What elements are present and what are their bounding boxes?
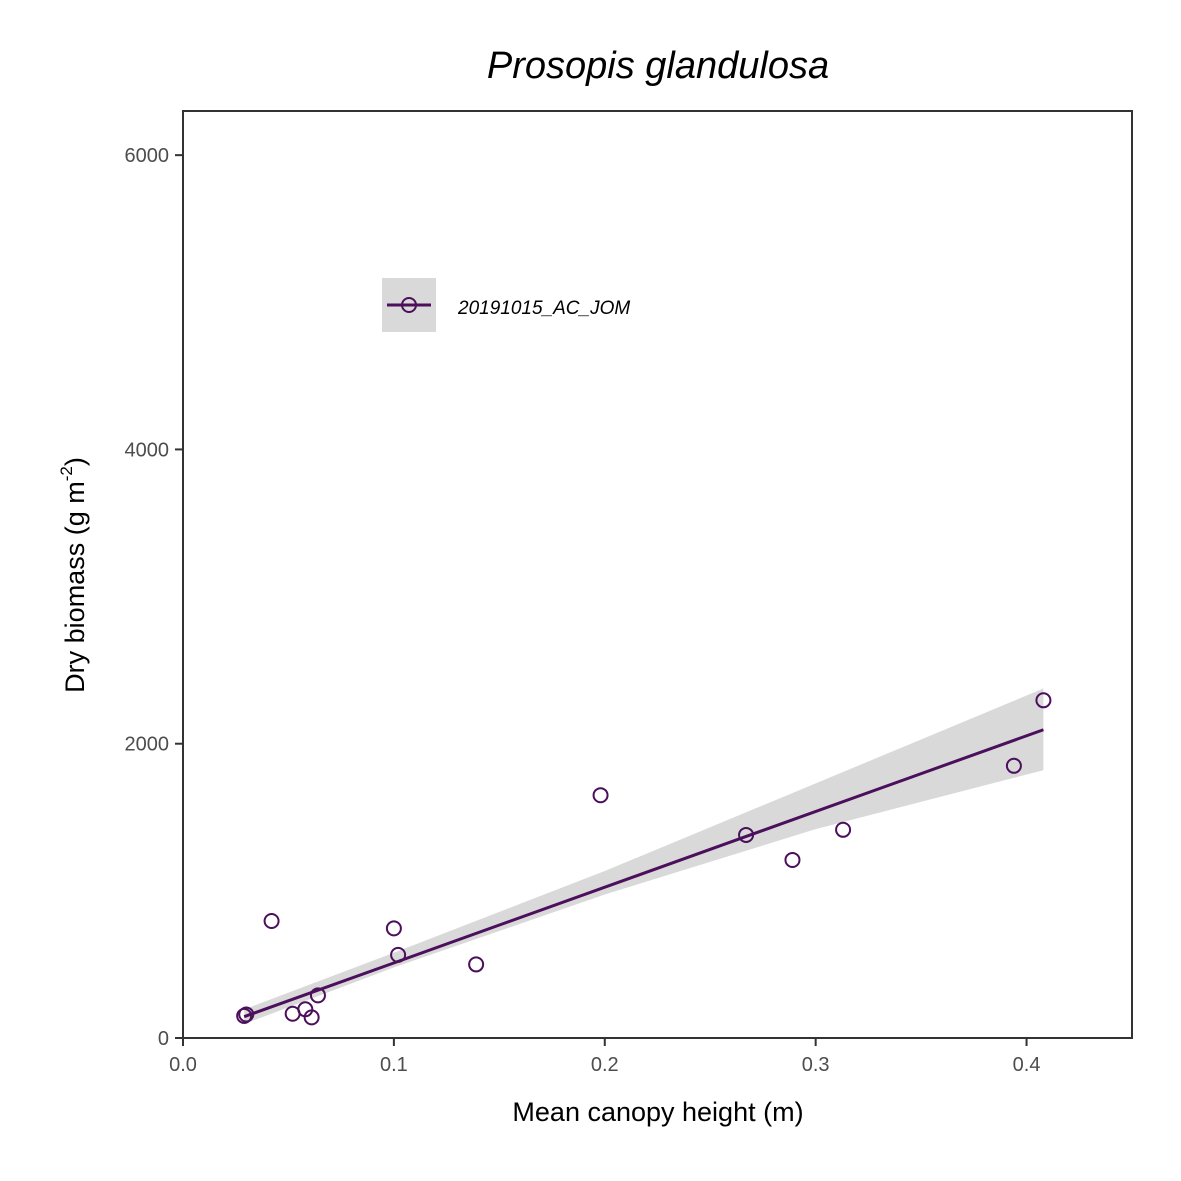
plot-border xyxy=(182,110,1133,1039)
data-point xyxy=(835,821,852,838)
y-axis: 0 2000 4000 6000 xyxy=(125,145,183,1050)
data-point xyxy=(303,1009,320,1026)
data-point xyxy=(738,826,755,843)
x-tick-label: 0.3 xyxy=(802,1054,830,1076)
x-axis: 0.0 0.1 0.2 0.3 0.4 xyxy=(169,1038,1040,1076)
data-point xyxy=(390,946,407,963)
x-tick-label: 0.4 xyxy=(1013,1054,1041,1076)
plot-area xyxy=(236,688,1052,1026)
y-tick-label: 2000 xyxy=(125,734,170,756)
data-point xyxy=(385,920,402,937)
data-point xyxy=(592,787,609,804)
data-point xyxy=(236,1007,253,1024)
data-point xyxy=(263,913,280,930)
x-tick-label: 0.2 xyxy=(591,1054,619,1076)
y-axis-title-end: ) xyxy=(60,457,90,466)
x-tick-label: 0.1 xyxy=(380,1054,408,1076)
y-tick-label: 0 xyxy=(158,1028,169,1050)
data-point xyxy=(238,1006,255,1023)
y-tick-label: 4000 xyxy=(125,439,170,461)
data-point xyxy=(468,956,485,973)
y-axis-title-superscript: -2 xyxy=(57,466,76,481)
data-point xyxy=(309,987,326,1004)
data-point xyxy=(1005,757,1022,774)
x-axis-title: Mean canopy height (m) xyxy=(512,1097,803,1127)
legend-key-marker xyxy=(401,297,417,313)
data-point xyxy=(1035,692,1052,709)
y-axis-title: Dry biomass (g m-2) xyxy=(57,457,90,693)
y-tick-label: 6000 xyxy=(125,145,170,167)
chart-title: Prosopis glandulosa xyxy=(487,45,829,87)
confidence-band xyxy=(244,688,1044,1024)
x-tick-label: 0.0 xyxy=(169,1054,197,1076)
data-point xyxy=(784,851,801,868)
legend-label: 20191015_AC_JOM xyxy=(457,298,630,319)
regression-line xyxy=(243,728,1044,1019)
y-axis-title-main: Dry biomass (g m xyxy=(60,481,90,693)
legend: 20191015_AC_JOM xyxy=(382,278,630,332)
